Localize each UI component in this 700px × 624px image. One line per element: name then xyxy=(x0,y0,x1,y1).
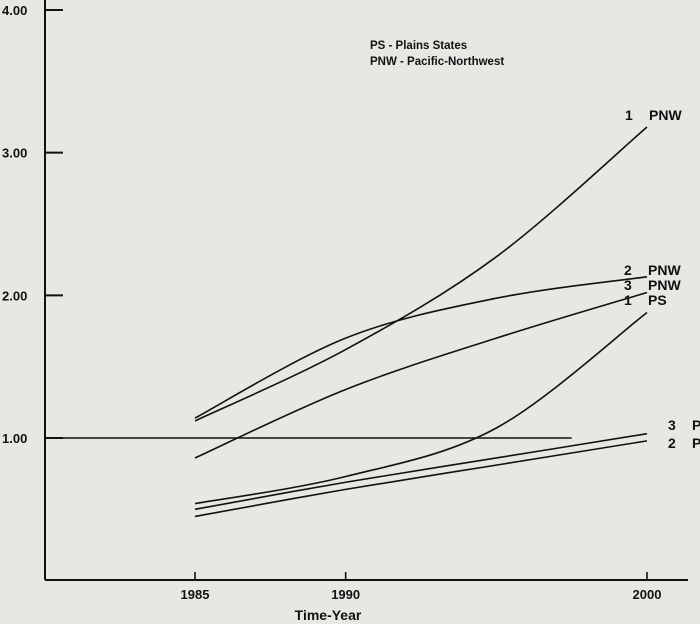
series-label-number: 1 xyxy=(625,107,633,123)
series-label-region: PNW xyxy=(648,277,681,293)
series-label-region: PS xyxy=(692,417,700,433)
series-label-number: 2 xyxy=(668,435,676,451)
x-axis-label: Time-Year xyxy=(295,607,362,623)
series-line-1-ps xyxy=(194,311,648,505)
series-line-3-ps xyxy=(194,432,648,511)
x-tick-label: 2000 xyxy=(633,587,662,602)
y-tick-label: 2.00 xyxy=(2,288,27,303)
series-label-number: 3 xyxy=(624,277,632,293)
series-label-region: PNW xyxy=(649,107,682,123)
series-label-number: 2 xyxy=(624,262,632,278)
x-tick-label: 1985 xyxy=(181,587,210,602)
series-label-number: 3 xyxy=(668,417,676,433)
y-tick-label: 4.00 xyxy=(2,3,27,18)
y-tick-label: 1.00 xyxy=(2,431,27,446)
series-line-2-ps xyxy=(194,440,648,518)
legend-note: PNW - Pacific-Northwest xyxy=(370,56,504,68)
y-tick-label: 3.00 xyxy=(2,146,27,161)
series-layer xyxy=(194,126,648,518)
text-layer: 1.00 2.00 3.00 4.00 1985 1990 2000 Time-Year PS … xyxy=(2,3,700,623)
series-line-3-pnw xyxy=(194,291,648,459)
series-line-1-pnw xyxy=(194,126,648,422)
x-tick-label: 1990 xyxy=(331,587,360,602)
axes xyxy=(44,0,688,581)
legend-note: PS - Plains States xyxy=(370,40,467,52)
series-line-2-pnw xyxy=(194,275,648,419)
series-label-region: PS xyxy=(692,435,700,451)
series-label-region: PNW xyxy=(648,262,681,278)
series-label-number: 1 xyxy=(624,292,632,308)
series-label-region: PS xyxy=(648,292,667,308)
